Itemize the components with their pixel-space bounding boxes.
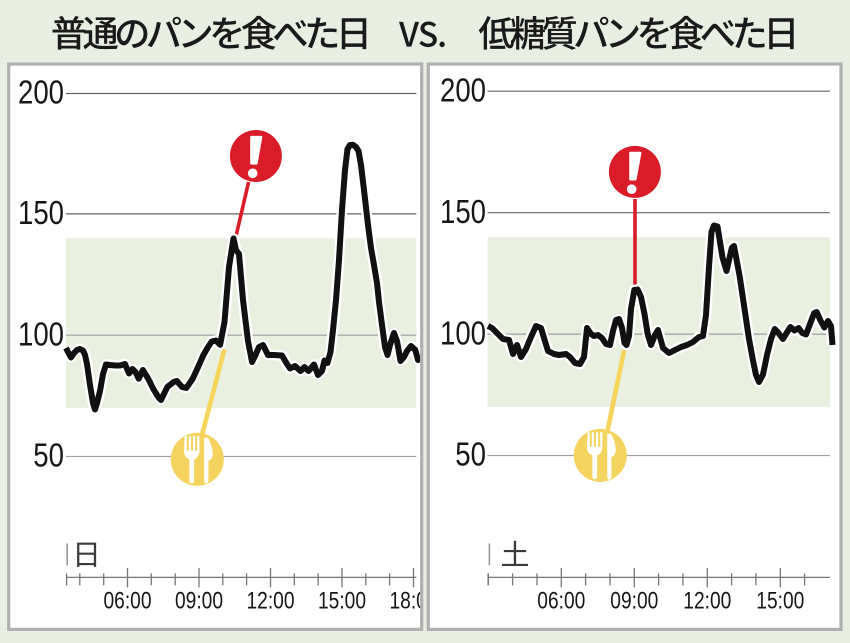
svg-text:06:00: 06:00 bbox=[537, 588, 585, 615]
svg-text:150: 150 bbox=[18, 194, 64, 231]
svg-text:50: 50 bbox=[455, 436, 486, 473]
svg-text:15:00: 15:00 bbox=[318, 588, 366, 615]
svg-text:150: 150 bbox=[440, 193, 486, 230]
svg-text:15:00: 15:00 bbox=[756, 588, 804, 615]
svg-text:200: 200 bbox=[440, 71, 486, 108]
svg-text:18:00: 18:00 bbox=[390, 588, 438, 615]
svg-text:09:00: 09:00 bbox=[175, 588, 223, 615]
svg-text:200: 200 bbox=[18, 74, 64, 111]
svg-text:100: 100 bbox=[18, 315, 64, 352]
svg-text:100: 100 bbox=[440, 314, 486, 351]
svg-text:09:00: 09:00 bbox=[610, 588, 658, 615]
svg-text:12:00: 12:00 bbox=[683, 588, 731, 615]
svg-text:06:00: 06:00 bbox=[104, 588, 152, 615]
svg-text:50: 50 bbox=[33, 437, 64, 474]
svg-text:12:00: 12:00 bbox=[247, 588, 295, 615]
